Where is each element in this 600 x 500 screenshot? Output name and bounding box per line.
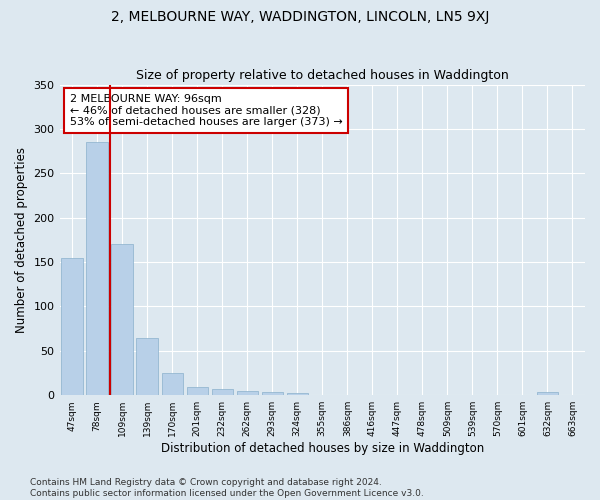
Bar xyxy=(287,392,308,395)
X-axis label: Distribution of detached houses by size in Waddington: Distribution of detached houses by size … xyxy=(161,442,484,455)
Text: 2 MELBOURNE WAY: 96sqm
← 46% of detached houses are smaller (328)
53% of semi-de: 2 MELBOURNE WAY: 96sqm ← 46% of detached… xyxy=(70,94,343,127)
Bar xyxy=(112,244,133,395)
Bar xyxy=(61,258,83,395)
Bar xyxy=(262,392,283,395)
Title: Size of property relative to detached houses in Waddington: Size of property relative to detached ho… xyxy=(136,69,509,82)
Text: Contains HM Land Registry data © Crown copyright and database right 2024.
Contai: Contains HM Land Registry data © Crown c… xyxy=(30,478,424,498)
Bar xyxy=(537,392,558,395)
Bar xyxy=(136,338,158,395)
Bar xyxy=(236,391,258,395)
Bar xyxy=(86,142,108,395)
Bar xyxy=(187,387,208,395)
Bar xyxy=(212,389,233,395)
Text: 2, MELBOURNE WAY, WADDINGTON, LINCOLN, LN5 9XJ: 2, MELBOURNE WAY, WADDINGTON, LINCOLN, L… xyxy=(111,10,489,24)
Y-axis label: Number of detached properties: Number of detached properties xyxy=(15,147,28,333)
Bar xyxy=(161,373,183,395)
